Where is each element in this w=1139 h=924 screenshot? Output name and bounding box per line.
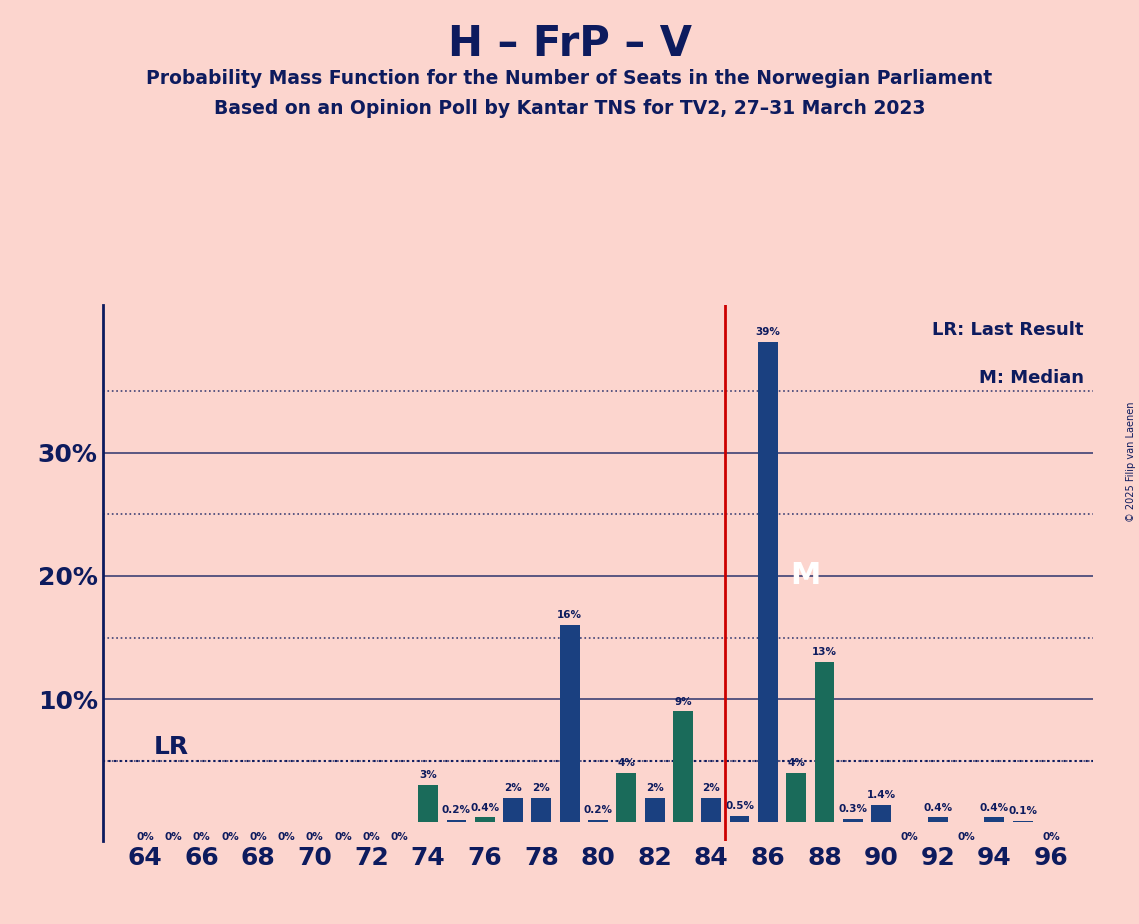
- Text: 4%: 4%: [787, 759, 805, 768]
- Text: 0%: 0%: [278, 833, 295, 842]
- Text: 0.5%: 0.5%: [726, 801, 754, 811]
- Bar: [757, 342, 778, 822]
- Bar: [1013, 821, 1033, 822]
- Text: 0%: 0%: [192, 833, 211, 842]
- Bar: [928, 818, 948, 822]
- Text: 2%: 2%: [532, 783, 550, 793]
- Text: 0%: 0%: [362, 833, 380, 842]
- Bar: [559, 626, 580, 822]
- Text: 0%: 0%: [164, 833, 182, 842]
- Bar: [616, 773, 637, 822]
- Text: 4%: 4%: [617, 759, 636, 768]
- Bar: [532, 797, 551, 822]
- Text: LR: Last Result: LR: Last Result: [932, 321, 1083, 339]
- Bar: [475, 818, 494, 822]
- Text: 2%: 2%: [703, 783, 720, 793]
- Text: Based on an Opinion Poll by Kantar TNS for TV2, 27–31 March 2023: Based on an Opinion Poll by Kantar TNS f…: [214, 99, 925, 118]
- Text: 3%: 3%: [419, 771, 437, 781]
- Bar: [984, 818, 1005, 822]
- Text: 0.4%: 0.4%: [980, 803, 1009, 812]
- Text: LR: LR: [154, 735, 189, 759]
- Bar: [702, 797, 721, 822]
- Bar: [673, 711, 693, 822]
- Text: 0.2%: 0.2%: [442, 805, 470, 815]
- Text: 0%: 0%: [1042, 833, 1060, 842]
- Bar: [843, 819, 862, 822]
- Text: 16%: 16%: [557, 611, 582, 620]
- Text: 9%: 9%: [674, 697, 691, 707]
- Text: 2%: 2%: [646, 783, 664, 793]
- Text: 0.2%: 0.2%: [583, 805, 613, 815]
- Text: H – FrP – V: H – FrP – V: [448, 23, 691, 65]
- Text: 0%: 0%: [136, 833, 154, 842]
- Text: 0.3%: 0.3%: [838, 804, 867, 814]
- Text: 1.4%: 1.4%: [867, 790, 895, 800]
- Bar: [814, 663, 835, 822]
- Text: 0%: 0%: [901, 833, 918, 842]
- Text: 0.1%: 0.1%: [1008, 807, 1038, 816]
- Text: 0.4%: 0.4%: [924, 803, 952, 812]
- Text: 2%: 2%: [505, 783, 522, 793]
- Text: 0%: 0%: [391, 833, 409, 842]
- Bar: [418, 785, 439, 822]
- Bar: [588, 820, 608, 822]
- Text: 0%: 0%: [221, 833, 239, 842]
- Text: 0.4%: 0.4%: [470, 803, 499, 812]
- Text: 0%: 0%: [334, 833, 352, 842]
- Bar: [503, 797, 523, 822]
- Bar: [786, 773, 806, 822]
- Text: © 2025 Filip van Laenen: © 2025 Filip van Laenen: [1125, 402, 1136, 522]
- Bar: [871, 805, 891, 822]
- Text: 0%: 0%: [957, 833, 975, 842]
- Text: M: Median: M: Median: [978, 370, 1083, 387]
- Text: 0%: 0%: [249, 833, 268, 842]
- Text: Probability Mass Function for the Number of Seats in the Norwegian Parliament: Probability Mass Function for the Number…: [147, 69, 992, 89]
- Bar: [730, 816, 749, 822]
- Text: M: M: [790, 562, 821, 590]
- Bar: [645, 797, 664, 822]
- Text: 13%: 13%: [812, 648, 837, 657]
- Text: 0%: 0%: [306, 833, 323, 842]
- Bar: [446, 820, 466, 822]
- Text: 39%: 39%: [755, 327, 780, 337]
